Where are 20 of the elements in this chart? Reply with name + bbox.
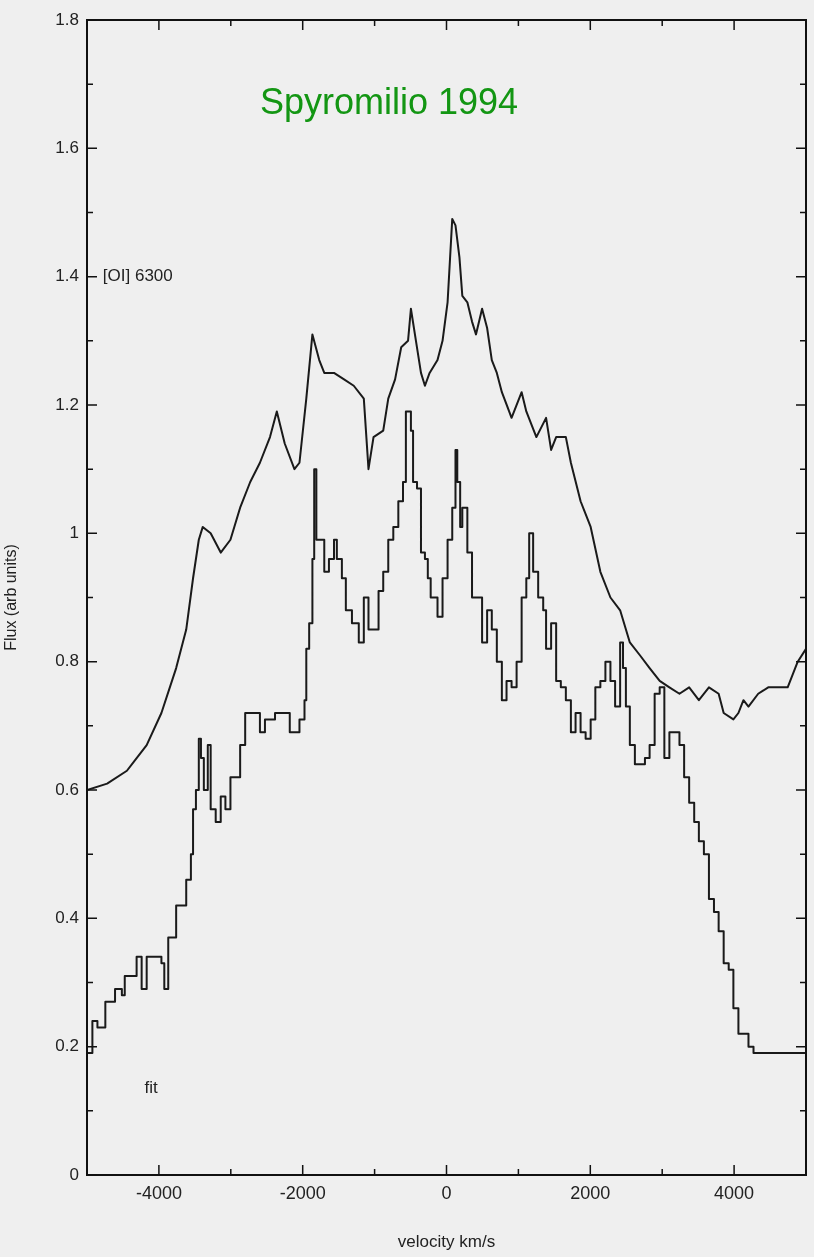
y-tick-label: 0 [69,1164,79,1184]
x-tick-label: 4000 [714,1182,755,1203]
y-axis-title: Flux (arb units) [2,544,20,651]
x-tick-label: 2000 [570,1182,611,1203]
x-tick-label: -4000 [135,1182,182,1203]
y-tick-label: 1.2 [55,394,79,414]
y-tick-label: 1.4 [55,266,79,286]
text: Spyromilio 1994 [259,80,519,122]
y-tick-label: 0.8 [55,651,79,671]
x-axis-title: velocity km/s [397,1232,496,1252]
x-tick-label: 0 [441,1182,452,1203]
annotation: fit [144,1078,159,1098]
y-tick-label: 0.2 [55,1036,79,1056]
y-tick-label: 0.4 [55,908,79,928]
x-tick-label: -2000 [279,1182,326,1203]
y-tick-label: 1 [69,523,79,543]
y-tick-label: 1.6 [55,138,79,158]
annotation: [OI] 6300 [102,266,173,286]
y-tick-label: 0.6 [55,779,79,799]
y-tick-label: 1.8 [55,9,79,29]
